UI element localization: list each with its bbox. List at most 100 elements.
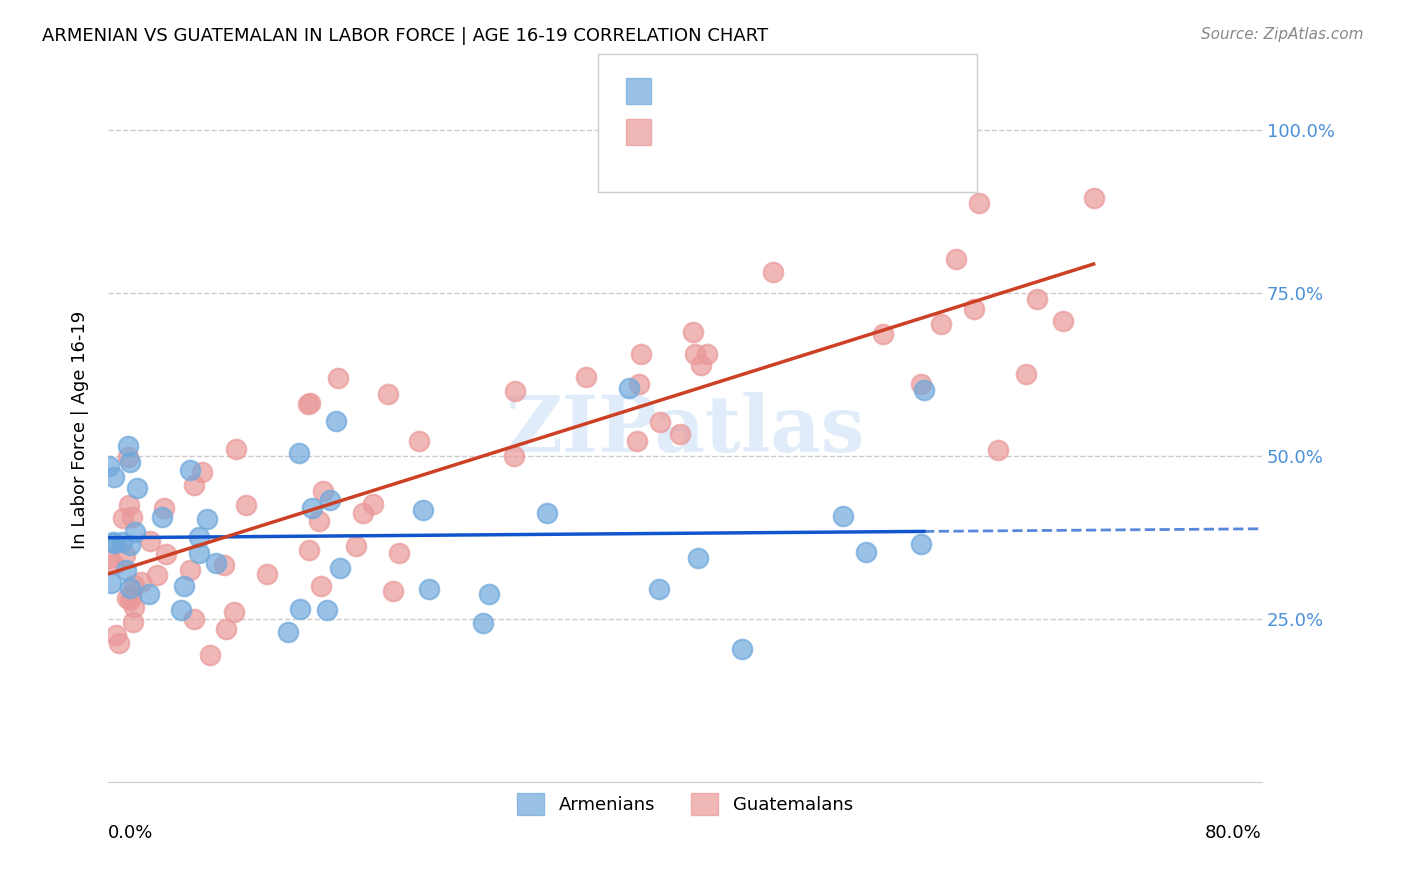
- Legend: Armenians, Guatemalans: Armenians, Guatemalans: [510, 786, 860, 822]
- Point: [617, 381, 640, 395]
- Point: [222, 605, 245, 619]
- Point: [121, 510, 143, 524]
- Point: [987, 442, 1010, 457]
- Point: [120, 593, 142, 607]
- Point: [190, 465, 212, 479]
- Point: [103, 557, 125, 571]
- Point: [256, 566, 278, 581]
- Point: [731, 641, 754, 656]
- Point: [97, 459, 120, 474]
- Point: [150, 510, 173, 524]
- Point: [124, 524, 146, 539]
- Point: [118, 455, 141, 469]
- Point: [689, 359, 711, 373]
- Point: [103, 535, 125, 549]
- Point: [536, 506, 558, 520]
- Point: [325, 414, 347, 428]
- Text: R = -0.143    N = 43: R = -0.143 N = 43: [661, 82, 859, 100]
- Point: [111, 511, 134, 525]
- Point: [910, 377, 932, 392]
- Point: [945, 252, 967, 266]
- Point: [688, 550, 710, 565]
- Text: R =  0.350    N = 69: R = 0.350 N = 69: [661, 123, 858, 141]
- Point: [122, 578, 145, 592]
- Point: [832, 509, 855, 524]
- Point: [120, 588, 142, 602]
- Point: [122, 599, 145, 614]
- Point: [502, 449, 524, 463]
- Point: [628, 377, 651, 392]
- Point: [1014, 367, 1036, 381]
- Point: [297, 397, 319, 411]
- Point: [963, 302, 986, 317]
- Point: [170, 603, 193, 617]
- Point: [298, 543, 321, 558]
- Point: [235, 498, 257, 512]
- Point: [100, 576, 122, 591]
- Point: [121, 615, 143, 630]
- Point: [103, 470, 125, 484]
- Point: [108, 636, 131, 650]
- Text: ARMENIAN VS GUATEMALAN IN LABOR FORCE | AGE 16-19 CORRELATION CHART: ARMENIAN VS GUATEMALAN IN LABOR FORCE | …: [42, 27, 768, 45]
- Point: [669, 427, 692, 442]
- Point: [195, 512, 218, 526]
- Point: [277, 624, 299, 639]
- Point: [98, 551, 121, 566]
- Point: [153, 501, 176, 516]
- Text: ZIPatlas: ZIPatlas: [505, 392, 865, 467]
- Point: [361, 497, 384, 511]
- Point: [146, 568, 169, 582]
- Point: [969, 196, 991, 211]
- Point: [312, 483, 335, 498]
- Point: [647, 582, 669, 596]
- Point: [118, 581, 141, 595]
- Point: [115, 563, 138, 577]
- Point: [138, 587, 160, 601]
- Point: [855, 545, 877, 559]
- Point: [377, 387, 399, 401]
- Point: [101, 534, 124, 549]
- Point: [111, 534, 134, 549]
- Point: [104, 628, 127, 642]
- Y-axis label: In Labor Force | Age 16-19: In Labor Force | Age 16-19: [72, 310, 89, 549]
- Point: [408, 434, 430, 448]
- Point: [212, 558, 235, 573]
- Point: [682, 325, 704, 339]
- Point: [316, 603, 339, 617]
- Point: [329, 561, 352, 575]
- Point: [115, 591, 138, 606]
- Point: [1052, 314, 1074, 328]
- Point: [114, 548, 136, 562]
- Point: [929, 318, 952, 332]
- Point: [352, 506, 374, 520]
- Text: 80.0%: 80.0%: [1205, 824, 1263, 842]
- Point: [418, 582, 440, 596]
- Point: [503, 384, 526, 399]
- Point: [287, 446, 309, 460]
- Text: Source: ZipAtlas.com: Source: ZipAtlas.com: [1201, 27, 1364, 42]
- Point: [173, 579, 195, 593]
- Point: [299, 395, 322, 409]
- Point: [388, 546, 411, 560]
- Point: [685, 347, 707, 361]
- Point: [1025, 292, 1047, 306]
- Point: [127, 481, 149, 495]
- Point: [183, 612, 205, 626]
- Point: [696, 347, 718, 361]
- Point: [630, 347, 652, 361]
- Point: [912, 384, 935, 398]
- Point: [187, 530, 209, 544]
- Point: [910, 537, 932, 551]
- Point: [117, 450, 139, 465]
- Point: [120, 538, 142, 552]
- Point: [319, 492, 342, 507]
- Point: [762, 265, 785, 279]
- Point: [382, 584, 405, 599]
- Point: [183, 478, 205, 492]
- Point: [117, 439, 139, 453]
- Point: [412, 502, 434, 516]
- Point: [575, 370, 598, 384]
- Point: [188, 546, 211, 560]
- Point: [626, 434, 648, 449]
- Point: [139, 534, 162, 549]
